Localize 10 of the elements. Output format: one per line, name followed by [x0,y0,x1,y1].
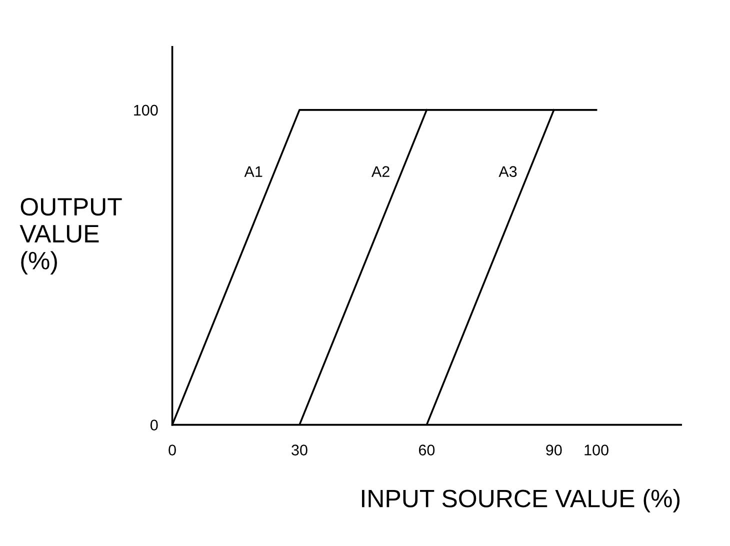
x-tick-label: 0 [168,444,176,456]
x-tick-label: 100 [584,444,608,456]
x-tick-label: 60 [418,444,435,456]
y-axis-title: OUTPUT VALUE (%) [20,198,122,274]
series-label: A1 [244,166,262,177]
x-tick-label: 30 [292,444,308,456]
x-axis-title: INPUT SOURCE VALUE (%) [362,489,680,512]
x-tick-label: 90 [546,444,562,456]
series-label: A3 [498,166,517,177]
series-label: A2 [371,166,390,177]
